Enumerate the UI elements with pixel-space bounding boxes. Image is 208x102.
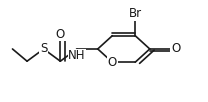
Text: Br: Br xyxy=(129,7,142,20)
Text: NH: NH xyxy=(68,49,86,62)
Text: O: O xyxy=(171,42,180,55)
Text: O: O xyxy=(56,28,65,41)
Text: O: O xyxy=(108,56,117,69)
Text: S: S xyxy=(40,42,47,55)
